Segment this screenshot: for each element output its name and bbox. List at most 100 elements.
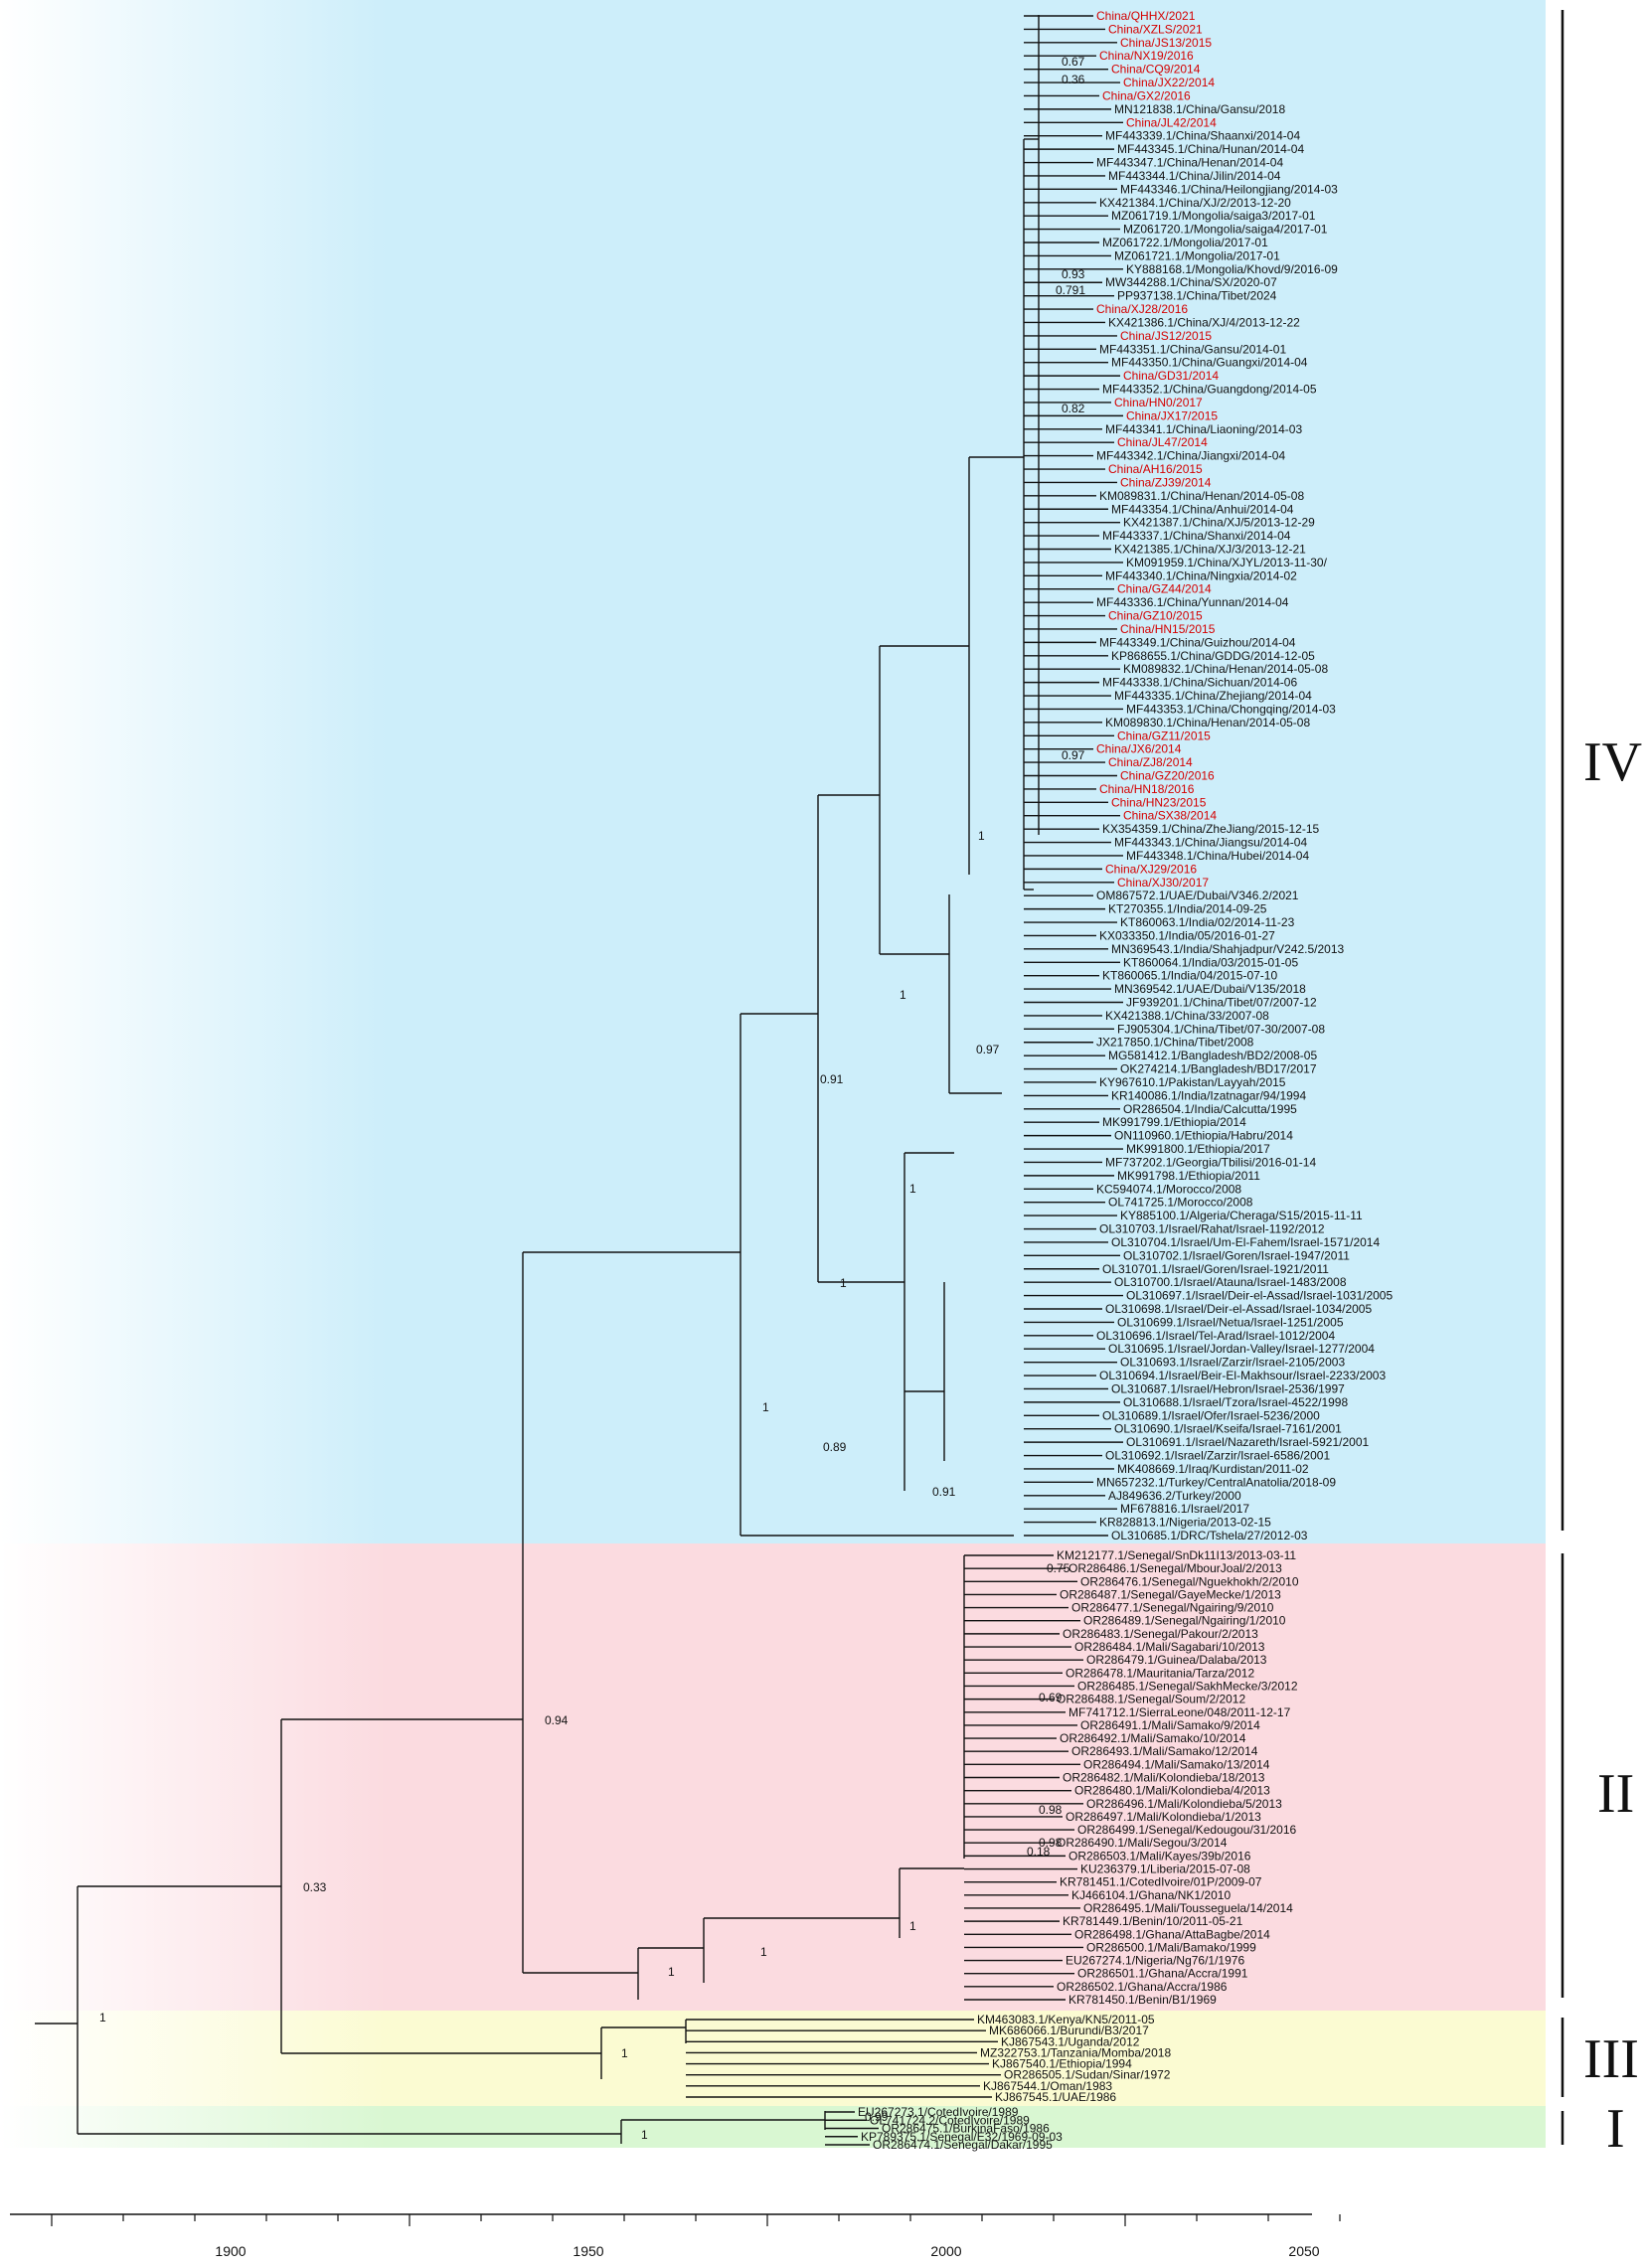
tip-label: ON110960.1/Ethiopia/Habru/2014	[1114, 1129, 1293, 1143]
tip-label: China/HN18/2016	[1099, 782, 1195, 796]
tip-label: OL310694.1/Israel/Beir-El-Makhsour/Israe…	[1099, 1369, 1386, 1382]
tip-label: China/JX17/2015	[1126, 408, 1218, 422]
support-ii-c: 1	[909, 1919, 916, 1933]
tip-label: OR286491.1/Mali/Samako/9/2014	[1080, 1718, 1260, 1732]
tip-label: OR286487.1/Senegal/GayeMecke/1/2013	[1060, 1587, 1281, 1601]
tip-label: OL310697.1/Israel/Deir-el-Assad/Israel-1…	[1126, 1289, 1393, 1303]
tip-label: EU267274.1/Nigeria/Ng76/1/1976	[1066, 1954, 1244, 1968]
tip-label: MF443345.1/China/Hunan/2014-04	[1117, 142, 1304, 156]
tip-label: KU236379.1/Liberia/2015-07-08	[1080, 1863, 1250, 1876]
tip-label: MF443339.1/China/Shaanxi/2014-04	[1105, 129, 1300, 143]
tip-label: MF443353.1/China/Chongqing/2014-03	[1126, 702, 1336, 716]
tip-label: KX421388.1/China/33/2007-08	[1105, 1009, 1269, 1023]
tip-label: China/XZLS/2021	[1108, 22, 1203, 36]
tip-label: KX421386.1/China/XJ/4/2013-12-22	[1108, 315, 1300, 329]
time-axis: 1900 1950 2000 2050	[10, 2213, 1341, 2259]
support-ethiopia: 1	[909, 1182, 916, 1196]
tip-label: OR286489.1/Senegal/Ngairing/1/2010	[1083, 1614, 1286, 1628]
tip-label: OM867572.1/UAE/Dubai/V346.2/2021	[1096, 889, 1299, 902]
tip-label: OL310701.1/Israel/Goren/Israel-1921/2011	[1102, 1262, 1329, 1276]
tip-label: MK686066.1/Burundi/B3/2017	[989, 2024, 1149, 2037]
tip-label: OR286485.1/Senegal/SakhMecke/3/2012	[1077, 1679, 1298, 1693]
tip-labels: China/QHHX/2021China/XZLS/2021China/JS13…	[686, 9, 1393, 2152]
tip-label: KJ867543.1/Uganda/2012	[1001, 2034, 1140, 2048]
tip-label: KX354359.1/China/ZheJiang/2015-12-15	[1102, 822, 1319, 836]
tip-label: MF443349.1/China/Guizhou/2014-04	[1099, 635, 1296, 649]
tip-label: MF443346.1/China/Heilongjiang/2014-03	[1120, 182, 1338, 196]
tip-label: KY885100.1/Algeria/Cheraga/S15/2015-11-1…	[1120, 1209, 1363, 1222]
tip-label: KJ867540.1/Ethiopia/1994	[992, 2057, 1132, 2071]
clade-iii-band	[0, 2011, 1546, 2106]
tip-label: OR286498.1/Ghana/AttaBagbe/2014	[1074, 1927, 1270, 1941]
tip-label: OR286501.1/Ghana/Accra/1991	[1077, 1967, 1248, 1981]
tip-label: MF443350.1/China/Guangxi/2014-04	[1111, 356, 1308, 370]
tip-label: OR286495.1/Mali/Tousseguela/14/2014	[1083, 1901, 1293, 1915]
tip-label: MN369542.1/UAE/Dubai/V135/2018	[1114, 982, 1306, 996]
support-iv-inner: 1	[900, 988, 906, 1002]
tip-label: MZ061720.1/Mongolia/saiga4/2017-01	[1123, 223, 1328, 237]
tip-label: OR286502.1/Ghana/Accra/1986	[1057, 1980, 1228, 1994]
support-misc-i: 0.36	[1062, 73, 1085, 86]
tip-label: OR286493.1/Mali/Samako/12/2014	[1071, 1744, 1258, 1758]
tip-label: OL310692.1/Israel/Zarzir/Israel-6586/200…	[1105, 1449, 1330, 1463]
tip-label: OL310693.1/Israel/Zarzir/Israel-2105/200…	[1120, 1356, 1345, 1370]
tip-label: China/NX19/2016	[1099, 49, 1194, 63]
tip-label: KT860064.1/India/03/2015-01-05	[1123, 955, 1298, 969]
tip-label: MK408669.1/Iraq/Kurdistan/2011-02	[1117, 1462, 1309, 1476]
clade-ii-label: II	[1597, 1763, 1634, 1825]
tip-label: MF443348.1/China/Hubei/2014-04	[1126, 849, 1309, 863]
tip-label: MF443340.1/China/Ningxia/2014-02	[1105, 568, 1297, 582]
axis-tick-2000: 2000	[930, 2243, 961, 2259]
tip-label: MF443337.1/China/Shanxi/2014-04	[1102, 529, 1291, 543]
support-i: 1	[641, 2128, 648, 2142]
tip-label: KM091959.1/China/XJYL/2013-11-30/	[1126, 556, 1328, 569]
tip-label: China/ZJ39/2014	[1120, 475, 1212, 489]
tip-label: MN121838.1/China/Gansu/2018	[1114, 102, 1285, 116]
support-ii-a: 1	[668, 1965, 675, 1979]
tip-label: MF443352.1/China/Guangdong/2014-05	[1102, 383, 1317, 397]
tip-label: MN657232.1/Turkey/CentralAnatolia/2018-0…	[1096, 1475, 1336, 1489]
support-israel: 1	[840, 1276, 847, 1290]
support-israel-inner: 0.89	[823, 1440, 847, 1454]
tip-label: China/GZ10/2015	[1108, 609, 1203, 623]
tip-label: MZ061719.1/Mongolia/saiga3/2017-01	[1111, 209, 1316, 223]
tip-label: MN369543.1/India/Shahjadpur/V242.5/2013	[1111, 942, 1345, 956]
support-ii-e: 0.98	[1039, 1803, 1063, 1817]
tip-label: KP868655.1/China/GDDG/2014-12-05	[1111, 649, 1315, 663]
tip-label: KC594074.1/Morocco/2008	[1096, 1182, 1241, 1196]
tip-label: China/JX6/2014	[1096, 742, 1182, 756]
axis-ticks	[51, 2214, 1341, 2226]
tip-label: China/JL42/2014	[1126, 115, 1217, 129]
clade-i-label: I	[1606, 2098, 1625, 2160]
tip-label: OL741725.1/Morocco/2008	[1108, 1196, 1253, 1210]
tip-label: KX421387.1/China/XJ/5/2013-12-29	[1123, 516, 1315, 530]
tip-label: MF443343.1/China/Jiangsu/2014-04	[1114, 836, 1307, 850]
tip-label: OL310687.1/Israel/Hebron/Israel-2536/199…	[1111, 1381, 1345, 1395]
tip-label: MF737202.1/Georgia/Tbilisi/2016-01-14	[1105, 1155, 1316, 1169]
support-misc-h: 0.93	[1062, 267, 1085, 281]
tip-label: China/GZ44/2014	[1117, 582, 1212, 596]
clade-iv-label: IV	[1583, 731, 1642, 793]
tip-label: OR286494.1/Mali/Samako/13/2014	[1083, 1757, 1270, 1771]
tip-label: China/JS12/2015	[1120, 329, 1212, 343]
tip-label: OR286490.1/Mali/Segou/3/2014	[1057, 1836, 1228, 1850]
clade-iii-label: III	[1583, 2028, 1639, 2090]
support-ii-iv: 0.33	[303, 1880, 327, 1894]
tip-label: MF741712.1/SierraLeone/048/2011-12-17	[1069, 1705, 1291, 1719]
tip-label: MF443341.1/China/Liaoning/2014-03	[1105, 422, 1302, 436]
tip-label: OL741724.2/CotedIvoire/1989	[870, 2113, 1030, 2127]
tip-label: MZ322753.1/Tanzania/Momba/2018	[980, 2045, 1171, 2059]
tip-label: KR828813.1/Nigeria/2013-02-15	[1099, 1516, 1271, 1530]
tip-label: MG581412.1/Bangladesh/BD2/2008-05	[1108, 1049, 1317, 1062]
tip-label: OL310699.1/Israel/Netua/Israel-1251/2005	[1117, 1315, 1344, 1329]
tip-label: OR286504.1/India/Calcutta/1995	[1123, 1102, 1297, 1116]
tip-label: China/ZJ8/2014	[1108, 755, 1193, 769]
tip-label: OR286483.1/Senegal/Pakour/2/2013	[1063, 1627, 1258, 1641]
support-misc-e: 0.97	[1062, 748, 1085, 762]
tip-label: OL310696.1/Israel/Tel-Arad/Israel-1012/2…	[1096, 1329, 1335, 1343]
tip-label: MK991800.1/Ethiopia/2017	[1126, 1142, 1270, 1156]
tip-label: MW344288.1/China/SX/2020-07	[1105, 275, 1277, 289]
tip-label: OR286497.1/Mali/Kolondieba/1/2013	[1066, 1810, 1261, 1824]
tip-label: China/HN23/2015	[1111, 795, 1207, 809]
tip-label: OL310691.1/Israel/Nazareth/Israel-5921/2…	[1126, 1435, 1369, 1449]
